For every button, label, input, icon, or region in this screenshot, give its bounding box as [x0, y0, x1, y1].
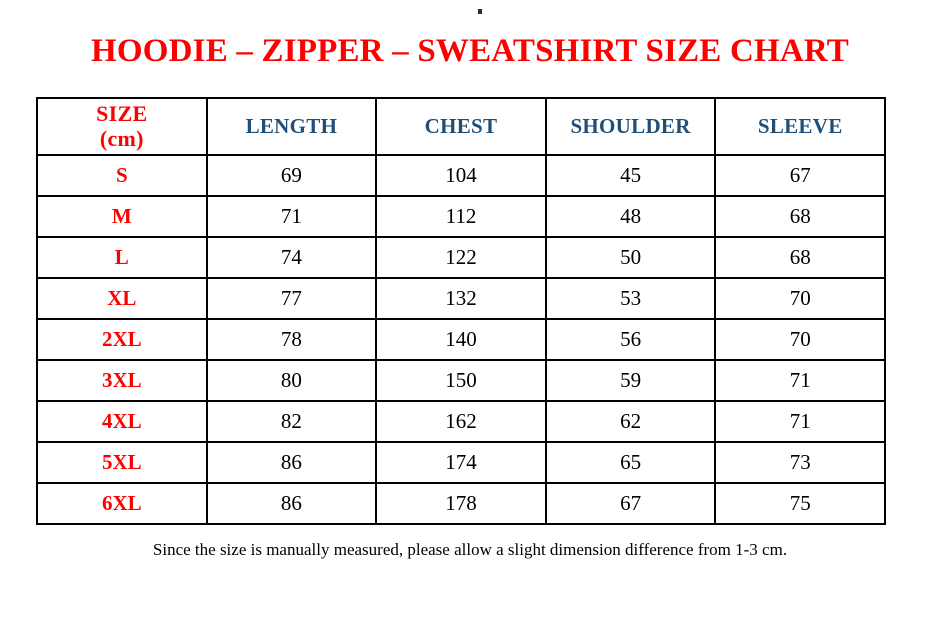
sleeve-value-cell: 71 [714, 359, 886, 402]
length-value-cell: 74 [205, 236, 378, 279]
chest-value-cell: 150 [375, 359, 547, 402]
shoulder-value-cell: 50 [544, 236, 717, 279]
chest-value-cell: 122 [375, 236, 547, 279]
chest-value-cell: 174 [375, 441, 547, 484]
sleeve-value-cell: 70 [714, 318, 886, 361]
table-row: 3XL 80 150 59 71 [36, 359, 886, 402]
length-value-cell: 71 [205, 195, 378, 238]
chest-value-cell: 132 [375, 277, 547, 320]
sleeve-value-cell: 68 [714, 236, 886, 279]
chest-value-cell: 178 [375, 482, 547, 525]
table-row: 2XL 78 140 56 70 [36, 318, 886, 361]
shoulder-value-cell: 59 [544, 359, 717, 402]
sleeve-value-cell: 67 [714, 154, 886, 197]
size-label-cell: 4XL [36, 400, 208, 443]
sleeve-value-cell: 70 [714, 277, 886, 320]
header-row: SIZE (cm) LENGTH CHEST SHOULDER SLEEVE [36, 97, 886, 156]
length-value-cell: 77 [205, 277, 378, 320]
sleeve-value-cell: 73 [714, 441, 886, 484]
size-label-cell: 3XL [36, 359, 208, 402]
shoulder-value-cell: 62 [544, 400, 717, 443]
shoulder-value-cell: 56 [544, 318, 717, 361]
sleeve-value-cell: 75 [714, 482, 886, 525]
table-row: 5XL 86 174 65 73 [36, 441, 886, 484]
chest-value-cell: 112 [375, 195, 547, 238]
table-row: L 74 122 50 68 [36, 236, 886, 279]
shoulder-value-cell: 67 [544, 482, 717, 525]
size-label-cell: XL [36, 277, 208, 320]
chest-value-cell: 162 [375, 400, 547, 443]
column-header-sleeve: SLEEVE [714, 97, 886, 156]
column-header-shoulder: SHOULDER [544, 97, 717, 156]
size-label-cell: M [36, 195, 208, 238]
length-value-cell: 86 [205, 482, 378, 525]
length-value-cell: 80 [205, 359, 378, 402]
size-label-cell: S [36, 154, 208, 197]
size-label-cell: L [36, 236, 208, 279]
shoulder-value-cell: 65 [544, 441, 717, 484]
table-row: S 69 104 45 67 [36, 154, 886, 197]
length-value-cell: 82 [205, 400, 378, 443]
size-header-line1: SIZE [96, 100, 148, 126]
table-row: 6XL 86 178 67 75 [36, 482, 886, 525]
size-label-cell: 2XL [36, 318, 208, 361]
length-value-cell: 69 [205, 154, 378, 197]
table-row: M 71 112 48 68 [36, 195, 886, 238]
table-row: XL 77 132 53 70 [36, 277, 886, 320]
page-title: HOODIE – ZIPPER – SWEATSHIRT SIZE CHART [91, 33, 849, 69]
size-chart-table: SIZE (cm) LENGTH CHEST SHOULDER SLEEVE S… [36, 97, 886, 525]
footnote-text: Since the size is manually measured, ple… [152, 540, 788, 559]
chest-value-cell: 140 [375, 318, 547, 361]
shoulder-value-cell: 53 [544, 277, 717, 320]
table-row: 4XL 82 162 62 71 [36, 400, 886, 443]
length-value-cell: 78 [205, 318, 378, 361]
size-header-line2: (cm) [99, 125, 144, 151]
chest-value-cell: 104 [375, 154, 547, 197]
length-value-cell: 86 [205, 441, 378, 484]
stray-dot [478, 9, 482, 14]
size-label-cell: 6XL [36, 482, 208, 525]
sleeve-value-cell: 68 [714, 195, 886, 238]
column-header-chest: CHEST [375, 97, 547, 156]
size-label-cell: 5XL [36, 441, 208, 484]
sleeve-value-cell: 71 [714, 400, 886, 443]
table-body: S 69 104 45 67 M 71 112 48 68 L 74 122 50 68 XL 77 132 53 7… [36, 154, 886, 525]
shoulder-value-cell: 48 [544, 195, 717, 238]
column-header-size: SIZE (cm) [36, 97, 208, 156]
column-header-length: LENGTH [205, 97, 378, 156]
shoulder-value-cell: 45 [544, 154, 717, 197]
